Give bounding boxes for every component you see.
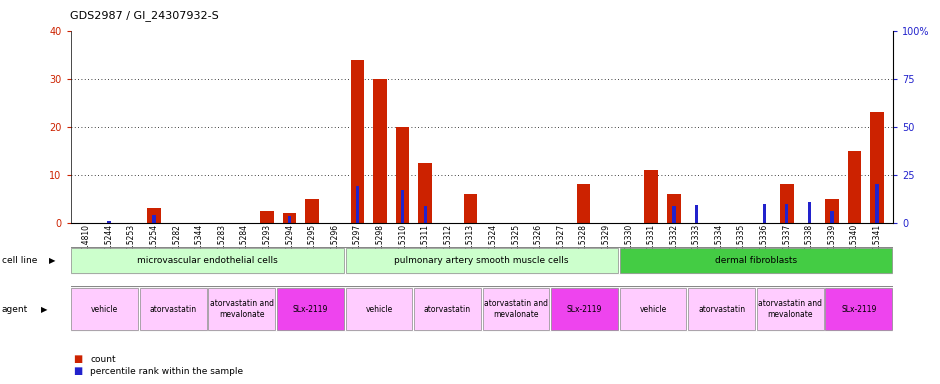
Text: atorvastatin and
mevalonate: atorvastatin and mevalonate: [484, 300, 548, 319]
Text: ▶: ▶: [41, 305, 48, 314]
Bar: [551, 288, 618, 330]
Text: vehicle: vehicle: [91, 305, 118, 314]
Bar: [148, 208, 161, 223]
Text: vehicle: vehicle: [639, 305, 666, 314]
Text: atorvastatin: atorvastatin: [149, 305, 196, 314]
Bar: [288, 216, 291, 223]
Bar: [396, 127, 410, 223]
Bar: [346, 288, 413, 330]
Text: dermal fibroblasts: dermal fibroblasts: [714, 256, 797, 265]
Text: pulmonary artery smooth muscle cells: pulmonary artery smooth muscle cells: [395, 256, 569, 265]
Bar: [807, 202, 811, 223]
Text: ▶: ▶: [49, 256, 55, 265]
Text: microvascular endothelial cells: microvascular endothelial cells: [137, 256, 278, 265]
Bar: [277, 288, 344, 330]
Bar: [418, 163, 432, 223]
Text: GDS2987 / GI_24307932-S: GDS2987 / GI_24307932-S: [70, 10, 219, 20]
Bar: [695, 205, 698, 223]
Bar: [424, 207, 427, 223]
Bar: [825, 199, 838, 223]
Bar: [140, 288, 207, 330]
Bar: [152, 215, 156, 223]
Bar: [645, 170, 658, 223]
Text: SLx-2119: SLx-2119: [292, 305, 328, 314]
Text: atorvastatin: atorvastatin: [698, 305, 745, 314]
Bar: [463, 194, 478, 223]
Text: ■: ■: [73, 366, 83, 376]
Text: atorvastatin: atorvastatin: [424, 305, 471, 314]
Bar: [619, 248, 892, 273]
Bar: [667, 194, 681, 223]
Bar: [71, 248, 344, 273]
Bar: [283, 213, 296, 223]
Bar: [619, 288, 686, 330]
Text: count: count: [90, 354, 116, 364]
Bar: [415, 288, 481, 330]
Text: ■: ■: [73, 354, 83, 364]
Bar: [401, 190, 404, 223]
Bar: [209, 288, 275, 330]
Bar: [351, 60, 364, 223]
Text: atorvastatin and
mevalonate: atorvastatin and mevalonate: [210, 300, 274, 319]
Text: vehicle: vehicle: [366, 305, 393, 314]
Bar: [482, 288, 549, 330]
Bar: [373, 79, 387, 223]
Text: agent: agent: [2, 305, 28, 314]
Bar: [762, 204, 766, 223]
Bar: [870, 112, 884, 223]
Text: cell line: cell line: [2, 256, 38, 265]
Bar: [71, 288, 138, 330]
Text: SLx-2119: SLx-2119: [841, 305, 876, 314]
Bar: [688, 288, 755, 330]
Bar: [260, 211, 274, 223]
Bar: [672, 207, 676, 223]
Text: SLx-2119: SLx-2119: [567, 305, 603, 314]
Bar: [780, 184, 793, 223]
Bar: [830, 211, 834, 223]
Bar: [757, 288, 823, 330]
Bar: [848, 151, 861, 223]
Bar: [576, 184, 590, 223]
Bar: [107, 221, 111, 223]
Bar: [875, 184, 879, 223]
Bar: [306, 199, 319, 223]
Text: atorvastatin and
mevalonate: atorvastatin and mevalonate: [759, 300, 822, 319]
Bar: [785, 204, 789, 223]
Bar: [355, 186, 359, 223]
Bar: [346, 248, 618, 273]
Text: percentile rank within the sample: percentile rank within the sample: [90, 367, 243, 376]
Bar: [825, 288, 892, 330]
